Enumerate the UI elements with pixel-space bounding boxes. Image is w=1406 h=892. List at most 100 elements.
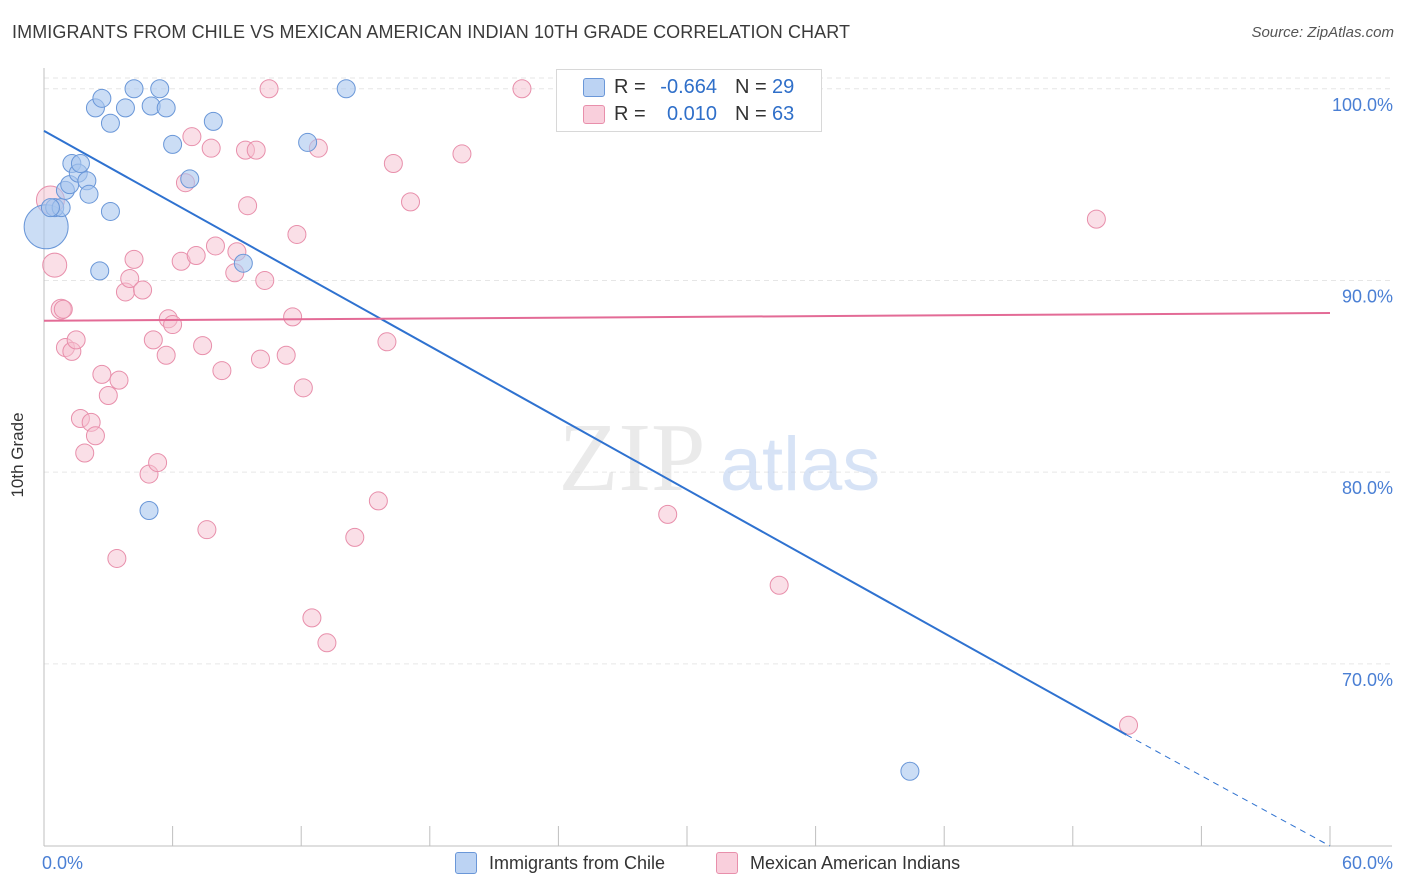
x-tick-label: 60.0% [1342,853,1393,873]
data-point-mexican [148,453,168,473]
legend-r-label: R = [614,75,646,98]
data-point-mexican [238,196,258,216]
data-point-mexican [107,548,127,568]
data-point-mexican [401,192,421,212]
legend-r-label: R = [614,102,646,125]
legend-label-mexican: Mexican American Indians [750,852,961,873]
data-point-mexican [452,144,472,164]
data-point-mexican [246,140,266,160]
axes [43,68,1392,847]
legend-r-value: 0.010 [666,102,717,125]
data-point-chile [298,132,318,152]
legend-r-value: -0.664 [660,75,717,98]
data-point-mexican [197,520,217,540]
data-point-mexican [368,491,388,511]
legend-n-label: N = [735,75,767,98]
legend-swatch-pink [716,852,738,874]
data-point-mexican [283,307,303,327]
data-point-chile [336,79,356,99]
trendlines [43,130,1331,847]
data-point-mexican [250,349,270,369]
data-point-chile [180,169,200,189]
data-point-mexican [85,426,105,446]
data-point-chile [70,154,90,174]
data-point-mexican [98,385,118,405]
data-point-chile [92,88,112,108]
legend-item-mexican[interactable]: Mexican American Indians [716,852,960,874]
tick-labels: 70.0% 80.0% 90.0% 100.0% 0.0% 60.0% [42,95,1393,873]
data-point-chile [900,761,920,781]
watermark: ZIP atlas [559,404,881,512]
data-point-chile [115,98,135,118]
data-point-chile [233,253,253,273]
source-label: Source: ZipAtlas.com [1251,24,1394,41]
y-tick-label: 80.0% [1342,478,1393,498]
data-point-chile [139,501,159,521]
data-point-mexican [42,252,68,278]
data-point-mexican [383,154,403,174]
data-point-mexican [212,361,232,381]
data-point-mexican [182,127,202,147]
data-point-mexican [124,249,144,269]
trendline-mexican [43,312,1331,322]
data-point-mexican [1119,715,1139,735]
data-point-chile [124,79,144,99]
watermark-atlas: atlas [720,422,881,507]
data-point-mexican [287,224,307,244]
data-point-mexican [53,299,73,319]
data-point-mexican [186,246,206,266]
legend-row-chile: R = -0.664 N = 29 [557,74,821,100]
data-point-chile [100,201,120,221]
series-legend: Immigrants from Chile Mexican American I… [0,852,1406,878]
data-point-mexican [109,370,129,390]
legend-swatch-blue [583,77,605,97]
legend-n-label: N = [735,102,767,125]
data-point-mexican [156,345,176,365]
data-point-mexican [259,79,279,99]
trendline-chile-extension [1126,734,1331,847]
legend-label-chile: Immigrants from Chile [489,852,666,873]
stats-legend: R = -0.664 N = 29 R = 0.010 N = 63 [556,69,822,132]
data-point-mexican [293,378,313,398]
data-point-mexican [133,280,153,300]
y-tick-label: 100.0% [1332,95,1393,115]
legend-n-value: 29 [772,75,795,98]
data-point-mexican [345,527,365,547]
x-tick-label: 0.0% [42,853,83,873]
data-point-chile [156,98,176,118]
data-point-mexican [769,575,789,595]
data-point-mexican [276,345,296,365]
data-point-chile [40,198,60,218]
y-tick-label: 70.0% [1342,670,1393,690]
legend-swatch-pink [583,104,605,124]
gridlines [44,77,1392,665]
data-point-mexican [512,79,532,99]
data-point-mexican [120,269,140,289]
data-point-mexican [302,608,322,628]
data-point-mexican [255,270,275,290]
data-point-mexican [163,315,183,335]
data-point-mexican [193,336,213,356]
y-tick-label: 90.0% [1342,286,1393,306]
data-point-chile [79,184,99,204]
data-point-mexican [1086,209,1106,229]
legend-row-mexican: R = 0.010 N = 63 [557,101,821,127]
chart-title: IMMIGRANTS FROM CHILE VS MEXICAN AMERICA… [12,22,851,42]
data-point-mexican [205,236,225,256]
data-point-chile [100,113,120,133]
data-point-mexican [377,332,397,352]
data-point-mexican [201,138,221,158]
legend-item-chile[interactable]: Immigrants from Chile [455,852,665,874]
data-point-mexican [143,330,163,350]
data-point-mexican [75,443,95,463]
data-point-mexican [66,330,86,350]
trendline-chile [43,130,1127,736]
series-immigrants-from-chile [23,79,920,781]
legend-swatch-blue [455,852,477,874]
data-point-chile [163,134,183,154]
data-point-chile [203,111,223,131]
data-point-mexican [92,364,112,384]
data-point-mexican [658,504,678,524]
data-point-mexican [317,633,337,653]
